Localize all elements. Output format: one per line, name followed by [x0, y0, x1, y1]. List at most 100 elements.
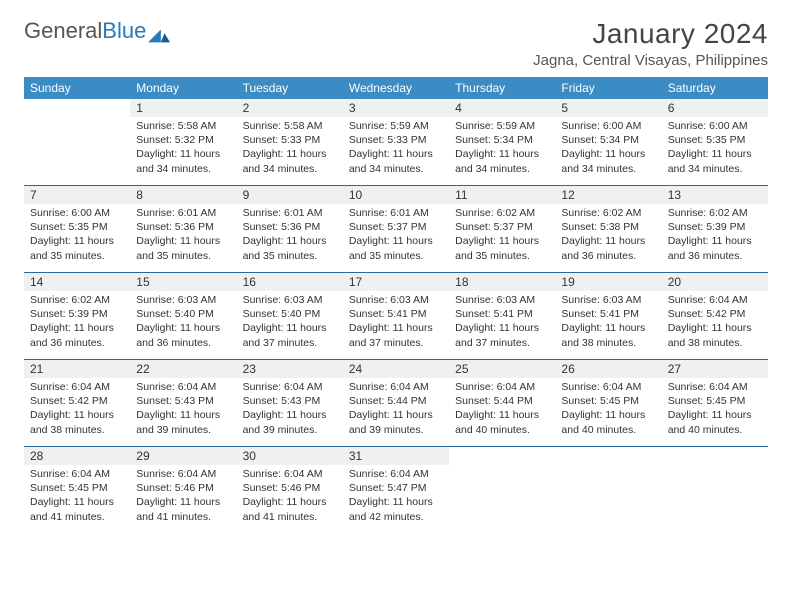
day-number: 4 [449, 99, 555, 117]
day-details: Sunrise: 6:04 AMSunset: 5:44 PMDaylight:… [343, 378, 449, 439]
day-number: 11 [449, 186, 555, 204]
day-details: Sunrise: 6:01 AMSunset: 5:37 PMDaylight:… [343, 204, 449, 265]
day-cell: 31Sunrise: 6:04 AMSunset: 5:47 PMDayligh… [343, 447, 449, 533]
day-details: Sunrise: 6:04 AMSunset: 5:45 PMDaylight:… [555, 378, 661, 439]
day-details: Sunrise: 6:01 AMSunset: 5:36 PMDaylight:… [130, 204, 236, 265]
day-number: 14 [24, 273, 130, 291]
location-text: Jagna, Central Visayas, Philippines [533, 52, 768, 69]
day-cell: 5Sunrise: 6:00 AMSunset: 5:34 PMDaylight… [555, 99, 661, 185]
day-number: 20 [662, 273, 768, 291]
week-row: 28Sunrise: 6:04 AMSunset: 5:45 PMDayligh… [24, 447, 768, 533]
day-number: 15 [130, 273, 236, 291]
day-cell: 22Sunrise: 6:04 AMSunset: 5:43 PMDayligh… [130, 360, 236, 446]
day-number: 26 [555, 360, 661, 378]
day-number: 29 [130, 447, 236, 465]
week-row: 21Sunrise: 6:04 AMSunset: 5:42 PMDayligh… [24, 360, 768, 447]
day-cell: 29Sunrise: 6:04 AMSunset: 5:46 PMDayligh… [130, 447, 236, 533]
day-details: Sunrise: 6:03 AMSunset: 5:40 PMDaylight:… [130, 291, 236, 352]
day-cell: 20Sunrise: 6:04 AMSunset: 5:42 PMDayligh… [662, 273, 768, 359]
week-row: 14Sunrise: 6:02 AMSunset: 5:39 PMDayligh… [24, 273, 768, 360]
day-details [662, 465, 768, 469]
day-details: Sunrise: 6:02 AMSunset: 5:38 PMDaylight:… [555, 204, 661, 265]
day-number: 18 [449, 273, 555, 291]
day-details: Sunrise: 6:00 AMSunset: 5:34 PMDaylight:… [555, 117, 661, 178]
day-details: Sunrise: 6:04 AMSunset: 5:46 PMDaylight:… [130, 465, 236, 526]
month-title: January 2024 [533, 18, 768, 50]
day-number: 22 [130, 360, 236, 378]
day-cell [24, 99, 130, 185]
day-details: Sunrise: 6:04 AMSunset: 5:43 PMDaylight:… [130, 378, 236, 439]
day-cell: 17Sunrise: 6:03 AMSunset: 5:41 PMDayligh… [343, 273, 449, 359]
weeks-container: 1Sunrise: 5:58 AMSunset: 5:32 PMDaylight… [24, 99, 768, 533]
day-cell: 15Sunrise: 6:03 AMSunset: 5:40 PMDayligh… [130, 273, 236, 359]
day-number: 2 [237, 99, 343, 117]
day-number: 16 [237, 273, 343, 291]
day-details [555, 465, 661, 469]
day-number: 6 [662, 99, 768, 117]
day-cell: 16Sunrise: 6:03 AMSunset: 5:40 PMDayligh… [237, 273, 343, 359]
day-details: Sunrise: 6:04 AMSunset: 5:45 PMDaylight:… [662, 378, 768, 439]
day-number: 3 [343, 99, 449, 117]
day-number: 9 [237, 186, 343, 204]
dow-header-row: SundayMondayTuesdayWednesdayThursdayFrid… [24, 77, 768, 99]
day-cell: 21Sunrise: 6:04 AMSunset: 5:42 PMDayligh… [24, 360, 130, 446]
logo-text-2: Blue [102, 18, 146, 44]
logo-text-1: General [24, 18, 102, 44]
calendar-grid: SundayMondayTuesdayWednesdayThursdayFrid… [24, 77, 768, 533]
day-cell [662, 447, 768, 533]
day-cell [555, 447, 661, 533]
week-row: 7Sunrise: 6:00 AMSunset: 5:35 PMDaylight… [24, 186, 768, 273]
day-cell: 10Sunrise: 6:01 AMSunset: 5:37 PMDayligh… [343, 186, 449, 272]
title-block: January 2024 Jagna, Central Visayas, Phi… [533, 18, 768, 69]
day-details: Sunrise: 6:04 AMSunset: 5:43 PMDaylight:… [237, 378, 343, 439]
day-details: Sunrise: 6:02 AMSunset: 5:37 PMDaylight:… [449, 204, 555, 265]
day-number: 7 [24, 186, 130, 204]
day-details: Sunrise: 5:58 AMSunset: 5:32 PMDaylight:… [130, 117, 236, 178]
dow-header: Saturday [662, 77, 768, 99]
day-cell: 27Sunrise: 6:04 AMSunset: 5:45 PMDayligh… [662, 360, 768, 446]
day-details: Sunrise: 6:03 AMSunset: 5:41 PMDaylight:… [449, 291, 555, 352]
day-details: Sunrise: 6:03 AMSunset: 5:41 PMDaylight:… [555, 291, 661, 352]
day-number: 21 [24, 360, 130, 378]
day-cell: 13Sunrise: 6:02 AMSunset: 5:39 PMDayligh… [662, 186, 768, 272]
day-number: 24 [343, 360, 449, 378]
day-details: Sunrise: 6:03 AMSunset: 5:40 PMDaylight:… [237, 291, 343, 352]
day-number: 1 [130, 99, 236, 117]
day-cell: 23Sunrise: 6:04 AMSunset: 5:43 PMDayligh… [237, 360, 343, 446]
day-cell [449, 447, 555, 533]
day-number: 31 [343, 447, 449, 465]
day-number: 12 [555, 186, 661, 204]
dow-header: Thursday [449, 77, 555, 99]
day-details: Sunrise: 6:04 AMSunset: 5:47 PMDaylight:… [343, 465, 449, 526]
day-cell: 30Sunrise: 6:04 AMSunset: 5:46 PMDayligh… [237, 447, 343, 533]
day-cell: 19Sunrise: 6:03 AMSunset: 5:41 PMDayligh… [555, 273, 661, 359]
day-cell: 12Sunrise: 6:02 AMSunset: 5:38 PMDayligh… [555, 186, 661, 272]
day-number: 30 [237, 447, 343, 465]
day-number: 17 [343, 273, 449, 291]
day-cell: 1Sunrise: 5:58 AMSunset: 5:32 PMDaylight… [130, 99, 236, 185]
day-number: 8 [130, 186, 236, 204]
dow-header: Monday [130, 77, 236, 99]
day-cell: 9Sunrise: 6:01 AMSunset: 5:36 PMDaylight… [237, 186, 343, 272]
dow-header: Tuesday [237, 77, 343, 99]
day-cell: 3Sunrise: 5:59 AMSunset: 5:33 PMDaylight… [343, 99, 449, 185]
day-details: Sunrise: 5:58 AMSunset: 5:33 PMDaylight:… [237, 117, 343, 178]
day-details: Sunrise: 6:02 AMSunset: 5:39 PMDaylight:… [662, 204, 768, 265]
day-cell: 28Sunrise: 6:04 AMSunset: 5:45 PMDayligh… [24, 447, 130, 533]
dow-header: Friday [555, 77, 661, 99]
day-cell: 25Sunrise: 6:04 AMSunset: 5:44 PMDayligh… [449, 360, 555, 446]
day-details: Sunrise: 6:03 AMSunset: 5:41 PMDaylight:… [343, 291, 449, 352]
day-cell: 14Sunrise: 6:02 AMSunset: 5:39 PMDayligh… [24, 273, 130, 359]
day-number: 13 [662, 186, 768, 204]
day-number: 28 [24, 447, 130, 465]
day-details [24, 117, 130, 121]
day-cell: 26Sunrise: 6:04 AMSunset: 5:45 PMDayligh… [555, 360, 661, 446]
day-details: Sunrise: 6:00 AMSunset: 5:35 PMDaylight:… [662, 117, 768, 178]
day-cell: 4Sunrise: 5:59 AMSunset: 5:34 PMDaylight… [449, 99, 555, 185]
day-number: 25 [449, 360, 555, 378]
day-cell: 18Sunrise: 6:03 AMSunset: 5:41 PMDayligh… [449, 273, 555, 359]
day-number: 10 [343, 186, 449, 204]
logo: GeneralBlue [24, 18, 170, 44]
day-details: Sunrise: 6:04 AMSunset: 5:46 PMDaylight:… [237, 465, 343, 526]
day-details: Sunrise: 5:59 AMSunset: 5:33 PMDaylight:… [343, 117, 449, 178]
